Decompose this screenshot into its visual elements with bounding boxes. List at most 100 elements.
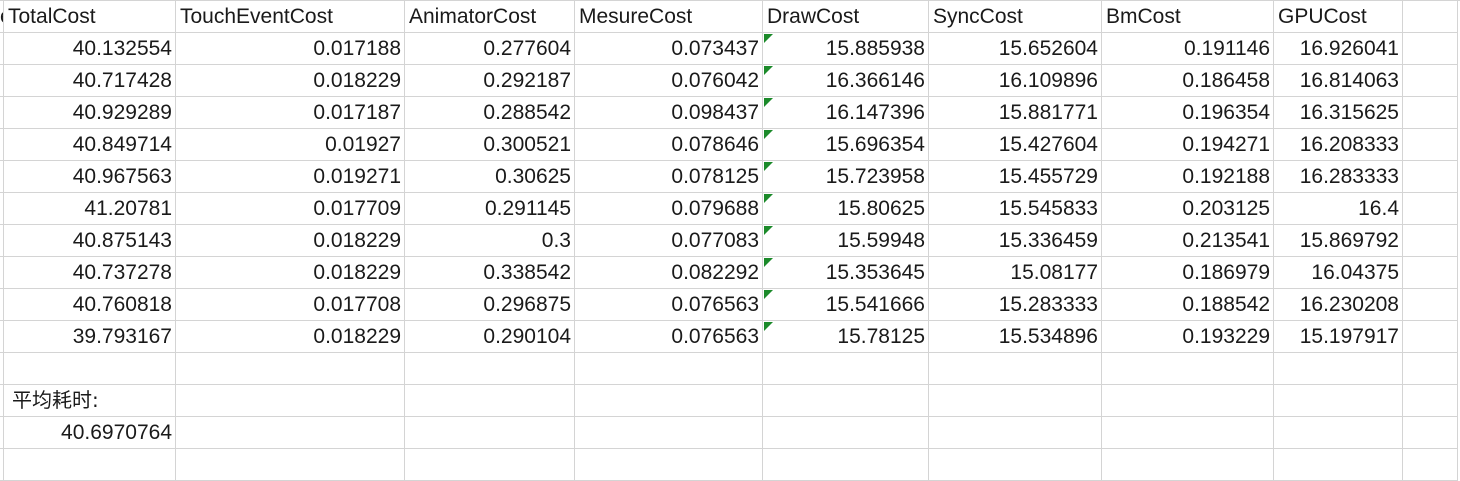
row-edge-cell[interactable] [0, 97, 4, 129]
empty-cell[interactable] [1403, 417, 1458, 449]
empty-cell[interactable] [929, 417, 1102, 449]
row-edge-cell[interactable] [0, 225, 4, 257]
empty-cell[interactable] [929, 449, 1102, 481]
empty-cell[interactable] [575, 449, 763, 481]
data-cell[interactable]: 0.203125 [1102, 193, 1274, 225]
column-header-totalcost[interactable]: TotalCost [4, 1, 176, 33]
row-edge-cell[interactable] [0, 33, 4, 65]
summary-label[interactable]: 平均耗时: [4, 385, 176, 417]
row-edge-cell[interactable] [0, 161, 4, 193]
data-cell[interactable]: 40.849714 [4, 129, 176, 161]
row-edge-cell[interactable] [0, 417, 4, 449]
column-header-mesurecost[interactable]: MesureCost [575, 1, 763, 33]
data-cell[interactable]: 16.109896 [929, 65, 1102, 97]
empty-cell[interactable] [176, 385, 405, 417]
data-cell[interactable]: 40.760818 [4, 289, 176, 321]
data-cell[interactable]: 0.213541 [1102, 225, 1274, 257]
data-cell[interactable]: 0.291145 [405, 193, 575, 225]
data-cell[interactable]: 16.926041 [1274, 33, 1403, 65]
data-cell[interactable]: 0.188542 [1102, 289, 1274, 321]
empty-cell[interactable] [1403, 97, 1458, 129]
data-cell[interactable]: 0.079688 [575, 193, 763, 225]
column-header-animatorcost[interactable]: AnimatorCost [405, 1, 575, 33]
empty-cell[interactable] [1403, 289, 1458, 321]
data-cell[interactable]: 0.30625 [405, 161, 575, 193]
column-header-bmcost[interactable]: BmCost [1102, 1, 1274, 33]
empty-cell[interactable] [1403, 385, 1458, 417]
data-cell[interactable]: 15.80625 [763, 193, 929, 225]
data-cell[interactable]: 15.283333 [929, 289, 1102, 321]
empty-cell[interactable] [1403, 353, 1458, 385]
empty-cell[interactable] [405, 385, 575, 417]
data-cell[interactable]: 0.186979 [1102, 257, 1274, 289]
data-cell[interactable]: 15.59948 [763, 225, 929, 257]
data-cell[interactable]: 40.717428 [4, 65, 176, 97]
data-cell[interactable]: 39.793167 [4, 321, 176, 353]
data-cell[interactable]: 15.696354 [763, 129, 929, 161]
data-cell[interactable]: 16.366146 [763, 65, 929, 97]
data-cell[interactable]: 16.4 [1274, 193, 1403, 225]
data-cell[interactable]: 16.315625 [1274, 97, 1403, 129]
data-cell[interactable]: 16.230208 [1274, 289, 1403, 321]
empty-cell[interactable] [1102, 385, 1274, 417]
data-cell[interactable]: 0.292187 [405, 65, 575, 97]
row-edge-cell[interactable] [0, 321, 4, 353]
data-cell[interactable]: 16.283333 [1274, 161, 1403, 193]
data-cell[interactable]: 15.652604 [929, 33, 1102, 65]
data-cell[interactable]: 0.076563 [575, 321, 763, 353]
empty-cell[interactable] [1403, 321, 1458, 353]
empty-cell[interactable] [1102, 353, 1274, 385]
row-edge-cell[interactable] [0, 385, 4, 417]
data-cell[interactable]: 16.147396 [763, 97, 929, 129]
data-cell[interactable]: 16.814063 [1274, 65, 1403, 97]
data-cell[interactable]: 15.869792 [1274, 225, 1403, 257]
column-header-toucheventcost[interactable]: TouchEventCost [176, 1, 405, 33]
empty-cell[interactable] [1102, 417, 1274, 449]
row-edge-cell[interactable] [0, 289, 4, 321]
empty-cell[interactable] [1403, 33, 1458, 65]
empty-cell[interactable] [575, 417, 763, 449]
empty-cell[interactable] [1274, 385, 1403, 417]
data-cell[interactable]: 0.191146 [1102, 33, 1274, 65]
data-cell[interactable]: 0.186458 [1102, 65, 1274, 97]
data-cell[interactable]: 0.098437 [575, 97, 763, 129]
empty-cell[interactable] [405, 449, 575, 481]
data-cell[interactable]: 41.20781 [4, 193, 176, 225]
empty-cell[interactable] [176, 449, 405, 481]
empty-cell[interactable] [176, 417, 405, 449]
data-cell[interactable]: 15.08177 [929, 257, 1102, 289]
empty-cell[interactable] [1102, 449, 1274, 481]
data-cell[interactable]: 0.338542 [405, 257, 575, 289]
data-cell[interactable]: 40.132554 [4, 33, 176, 65]
column-header-synccost[interactable]: SyncCost [929, 1, 1102, 33]
empty-cell[interactable] [1274, 417, 1403, 449]
row-edge-cell[interactable] [0, 65, 4, 97]
empty-cell[interactable] [1403, 257, 1458, 289]
data-cell[interactable]: 0.082292 [575, 257, 763, 289]
data-cell[interactable]: 0.019271 [176, 161, 405, 193]
empty-cell[interactable] [1274, 449, 1403, 481]
column-header-edge[interactable]: e [0, 1, 4, 33]
data-cell[interactable]: 0.017188 [176, 33, 405, 65]
empty-cell[interactable] [1403, 449, 1458, 481]
empty-cell[interactable] [763, 417, 929, 449]
data-cell[interactable]: 15.545833 [929, 193, 1102, 225]
empty-cell[interactable] [4, 353, 176, 385]
empty-cell[interactable] [405, 353, 575, 385]
data-cell[interactable]: 0.018229 [176, 65, 405, 97]
data-cell[interactable]: 15.881771 [929, 97, 1102, 129]
empty-cell[interactable] [929, 385, 1102, 417]
data-cell[interactable]: 0.290104 [405, 321, 575, 353]
data-cell[interactable]: 0.277604 [405, 33, 575, 65]
data-cell[interactable]: 15.336459 [929, 225, 1102, 257]
column-header-gpucost[interactable]: GPUCost [1274, 1, 1403, 33]
data-cell[interactable]: 0.194271 [1102, 129, 1274, 161]
data-cell[interactable]: 40.929289 [4, 97, 176, 129]
empty-cell[interactable] [1274, 353, 1403, 385]
empty-cell[interactable] [1403, 129, 1458, 161]
data-cell[interactable]: 15.78125 [763, 321, 929, 353]
empty-cell[interactable] [763, 385, 929, 417]
data-cell[interactable]: 15.723958 [763, 161, 929, 193]
data-cell[interactable]: 0.076042 [575, 65, 763, 97]
empty-cell[interactable] [763, 353, 929, 385]
